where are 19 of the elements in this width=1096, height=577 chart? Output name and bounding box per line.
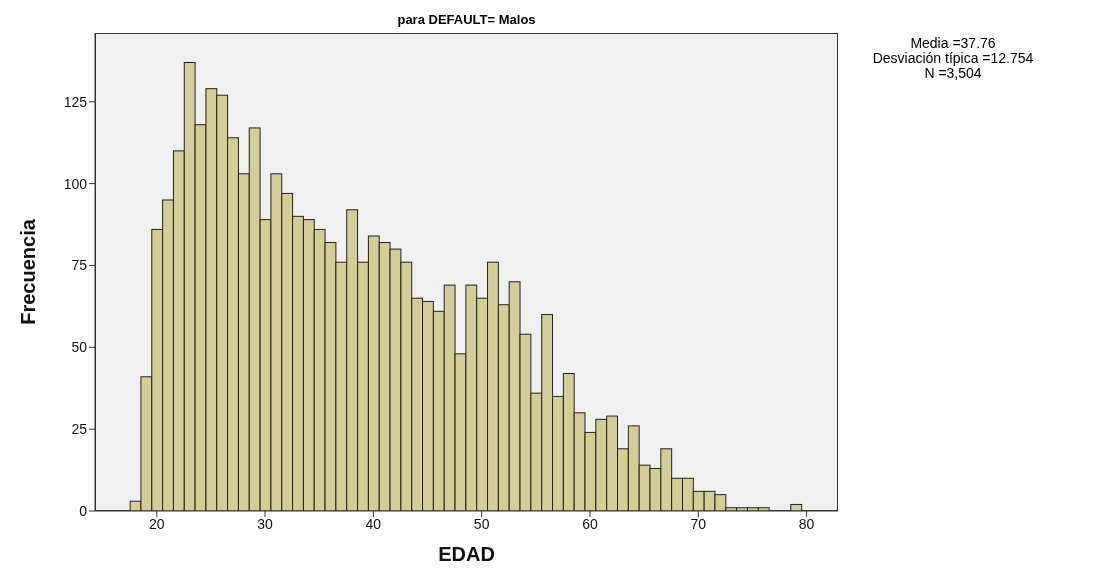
x-axis-title: EDAD — [438, 543, 495, 565]
x-tick-label: 70 — [690, 515, 707, 532]
text: Desviación típica =12.754 — [871, 50, 1035, 66]
x-tick-label: 60 — [582, 515, 598, 532]
text: Media =37.76 — [909, 35, 997, 51]
y-tick-label: 75 — [71, 257, 88, 274]
y-tick-label: 125 — [63, 93, 88, 110]
x-tick-label: 50 — [473, 515, 490, 532]
x-tick-label: 40 — [365, 515, 382, 532]
y-tick-label: 100 — [63, 175, 88, 192]
y-axis-title: Frecuencia — [17, 218, 40, 325]
y-tick-label: 50 — [71, 339, 88, 356]
x-tick-label: 20 — [148, 515, 165, 532]
x-tick-label: 30 — [257, 515, 274, 532]
chart-title: para DEFAULT= Malos — [396, 12, 537, 27]
y-tick-label: 25 — [71, 421, 88, 438]
x-tick-label: 80 — [798, 515, 815, 532]
text: N =3,504 — [923, 65, 983, 81]
y-tick-label: 0 — [79, 502, 88, 519]
